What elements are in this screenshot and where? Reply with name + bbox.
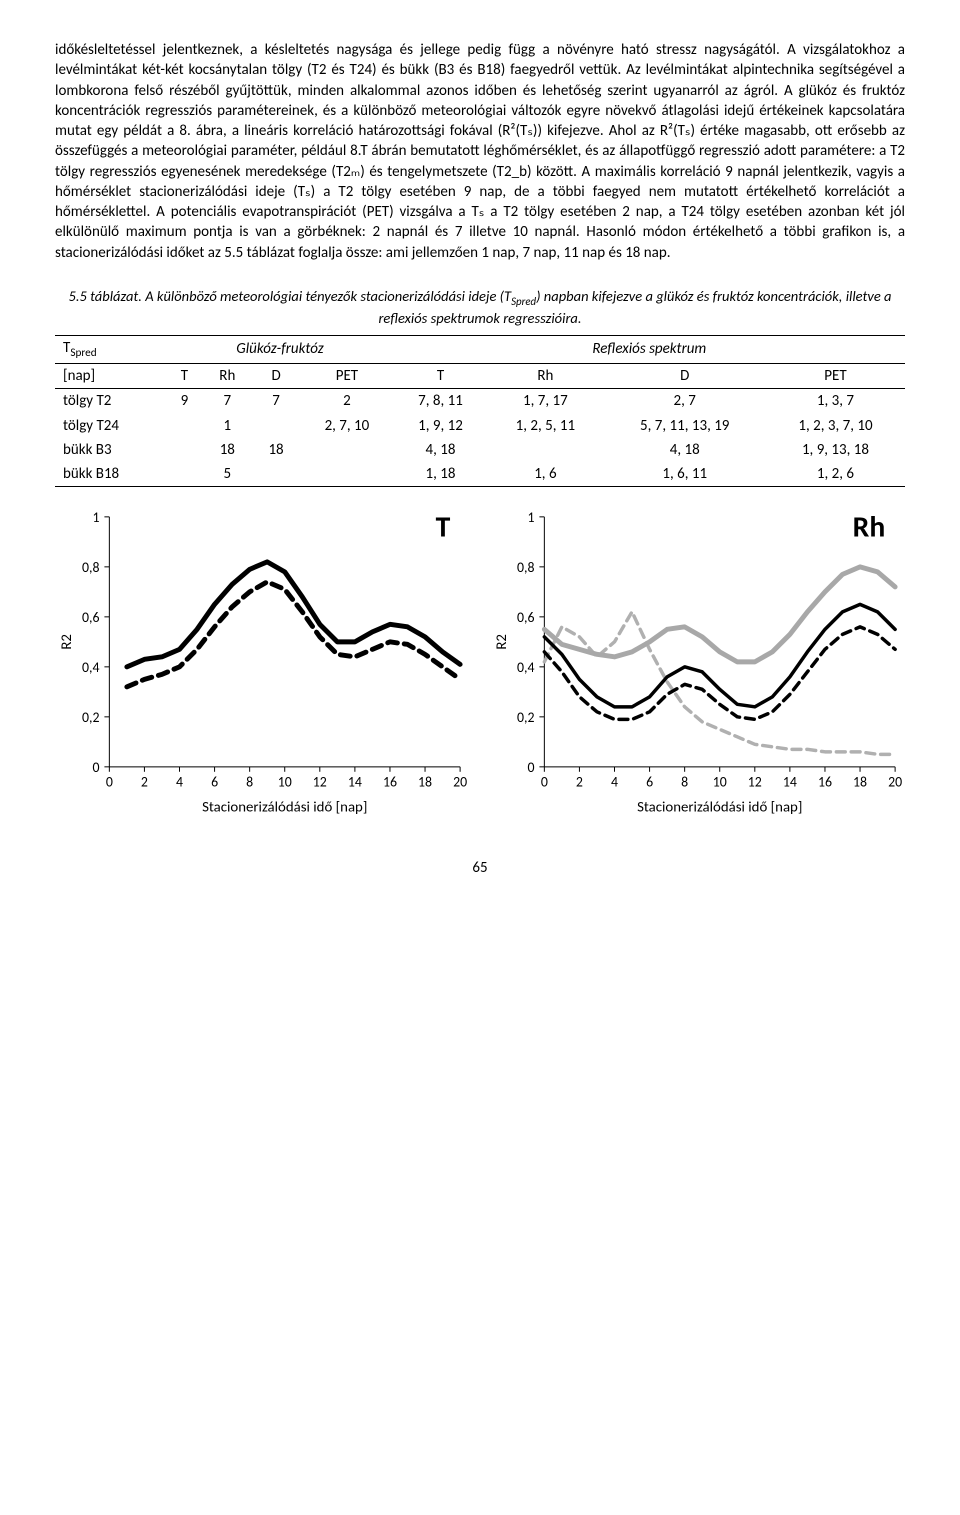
svg-text:T: T	[436, 509, 451, 545]
svg-text:12: 12	[313, 774, 327, 791]
svg-text:0,8: 0,8	[517, 559, 534, 576]
svg-text:20: 20	[453, 774, 467, 791]
svg-text:10: 10	[278, 774, 292, 791]
svg-text:10: 10	[713, 774, 727, 791]
svg-text:4: 4	[176, 774, 183, 791]
svg-text:14: 14	[348, 774, 362, 791]
svg-text:0,6: 0,6	[82, 609, 99, 626]
svg-text:2: 2	[576, 774, 583, 791]
svg-text:14: 14	[783, 774, 797, 791]
svg-text:R2: R2	[492, 634, 510, 650]
body-paragraph: időkésleltetéssel jelentkeznek, a késlel…	[55, 40, 905, 263]
svg-text:0,2: 0,2	[517, 709, 534, 726]
svg-text:0: 0	[106, 774, 113, 791]
svg-text:Stacionerizálódási idő [nap]: Stacionerizálódási idő [nap]	[202, 798, 367, 816]
svg-text:8: 8	[246, 774, 253, 791]
svg-text:20: 20	[888, 774, 902, 791]
charts-row: 0246810121416182000,20,40,60,81TStacione…	[55, 505, 905, 827]
svg-text:2: 2	[141, 774, 148, 791]
svg-text:6: 6	[646, 774, 653, 791]
svg-text:1: 1	[92, 509, 99, 526]
svg-text:8: 8	[681, 774, 688, 791]
svg-text:6: 6	[211, 774, 218, 791]
page-number: 65	[55, 858, 905, 878]
svg-text:16: 16	[383, 774, 397, 791]
svg-text:0,4: 0,4	[82, 659, 99, 676]
svg-text:Stacionerizálódási idő [nap]: Stacionerizálódási idő [nap]	[637, 798, 802, 816]
svg-text:4: 4	[611, 774, 618, 791]
chart-T: 0 2 4 6 8 10 12 14 16 18 20 0 0,2 0,4 0,6 0,8 1 T Stacione…	[55, 505, 470, 827]
svg-text:1: 1	[527, 509, 534, 526]
svg-text:0: 0	[541, 774, 548, 791]
svg-text:0,8: 0,8	[82, 559, 99, 576]
svg-text:0,6: 0,6	[517, 609, 534, 626]
svg-text:0: 0	[527, 759, 534, 776]
svg-text:16: 16	[818, 774, 832, 791]
svg-text:18: 18	[853, 774, 867, 791]
svg-text:0: 0	[92, 759, 99, 776]
svg-text:R2: R2	[57, 634, 75, 650]
table-caption: 5.5 táblázat. A különböző meteorológiai …	[55, 287, 905, 329]
svg-text:0,4: 0,4	[517, 659, 534, 676]
svg-text:0,2: 0,2	[82, 709, 99, 726]
table-5-5: TSpredGlükóz-fruktózReflexiós spektrum[n…	[55, 335, 905, 487]
chart-Rh: 0 2 4 6 8 10 12 14 16 18 20 0 0,2 0,4 0,6 0,8 1 Rh Stacion…	[490, 505, 905, 827]
svg-text:12: 12	[748, 774, 762, 791]
svg-text:18: 18	[418, 774, 432, 791]
svg-text:Rh: Rh	[853, 509, 886, 545]
